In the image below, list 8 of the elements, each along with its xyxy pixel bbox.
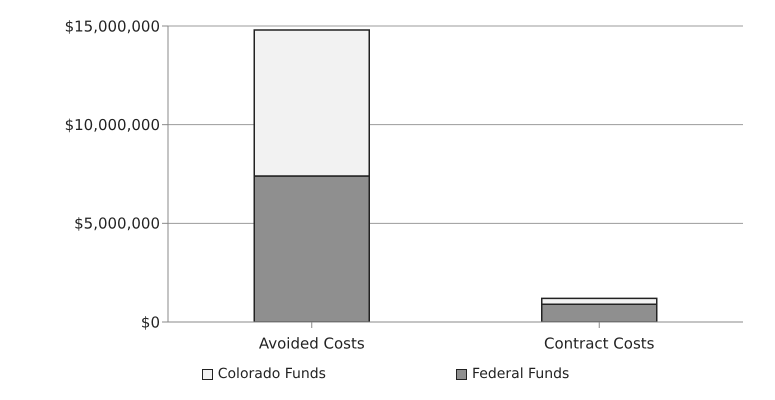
x-tick-label: Contract Costs — [544, 334, 655, 353]
legend-label: Federal Funds — [472, 366, 570, 382]
legend-label: Colorado Funds — [218, 366, 326, 382]
x-tick-label: Avoided Costs — [258, 334, 365, 353]
y-tick-label: $0 — [140, 313, 160, 332]
y-tick-label: $10,000,000 — [64, 116, 160, 134]
y-tick-label: $5,000,000 — [74, 214, 160, 233]
y-tick-label: $15,000,000 — [64, 17, 160, 36]
